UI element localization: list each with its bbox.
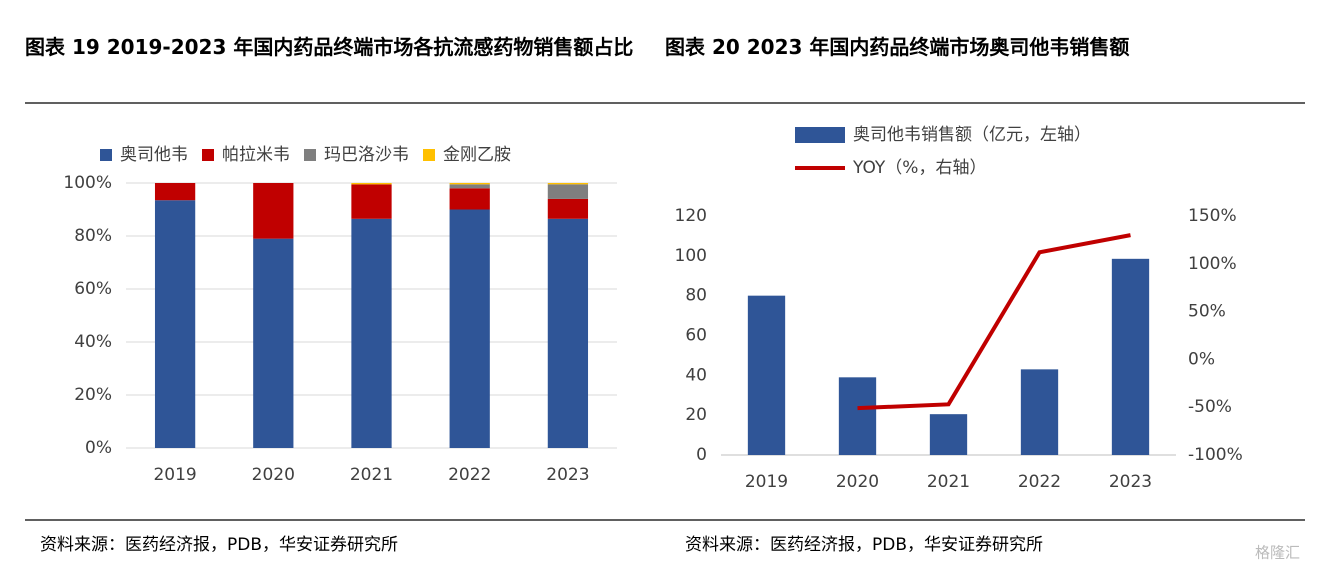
bar bbox=[351, 183, 392, 185]
y-tick-label: 100 bbox=[675, 246, 707, 266]
bar bbox=[154, 200, 196, 448]
bar bbox=[449, 209, 490, 448]
bar bbox=[1111, 258, 1150, 455]
x-tick-label: 2020 bbox=[836, 472, 879, 492]
legend-label: 金刚乙胺 bbox=[443, 145, 511, 165]
legend-swatch bbox=[423, 149, 435, 161]
legend-label: YOY（%，右轴） bbox=[852, 158, 986, 178]
y-tick-label: 60% bbox=[74, 279, 112, 299]
x-tick-label: 2021 bbox=[350, 465, 393, 485]
line-series bbox=[857, 233, 1131, 411]
x-tick-label: 2021 bbox=[927, 472, 970, 492]
bar bbox=[351, 184, 392, 219]
watermark: 格隆汇 bbox=[1255, 544, 1300, 562]
y-tick-label: 100% bbox=[63, 173, 112, 193]
x-tick-label: 2020 bbox=[252, 465, 295, 485]
legend-label: 玛巴洛沙韦 bbox=[324, 145, 409, 165]
y-tick-label: 20% bbox=[74, 385, 112, 405]
legend-label: 帕拉米韦 bbox=[222, 145, 290, 165]
bar bbox=[547, 198, 589, 219]
bar bbox=[449, 184, 490, 189]
y-tick-label: 40% bbox=[74, 332, 112, 352]
legend-swatch bbox=[202, 149, 214, 161]
legend-swatch bbox=[304, 149, 316, 161]
y2-tick-label: 50% bbox=[1188, 302, 1226, 322]
y-tick-label: 120 bbox=[675, 206, 707, 226]
x-tick-label: 2023 bbox=[546, 465, 589, 485]
y2-tick-label: -50% bbox=[1188, 397, 1232, 417]
x-tick-label: 2022 bbox=[1018, 472, 1061, 492]
y-tick-label: 80 bbox=[685, 286, 707, 306]
bar bbox=[449, 183, 490, 185]
bar bbox=[449, 188, 490, 210]
chart-title: 图表 19 2019-2023 年国内药品终端市场各抗流感药物销售额占比 bbox=[25, 35, 634, 59]
source-note: 资料来源：医药经济报，PDB，华安证券研究所 bbox=[685, 535, 1044, 555]
legend-label: 奥司他韦销售额（亿元，左轴） bbox=[853, 125, 1091, 145]
bar bbox=[154, 183, 196, 201]
bar bbox=[547, 218, 589, 448]
bar bbox=[547, 183, 589, 185]
bar bbox=[253, 238, 294, 448]
y-tick-label: 0% bbox=[85, 438, 112, 458]
y2-tick-label: 100% bbox=[1188, 254, 1237, 274]
y-tick-label: 60 bbox=[685, 326, 707, 346]
y2-tick-label: 0% bbox=[1188, 349, 1215, 369]
x-tick-label: 2023 bbox=[1109, 472, 1152, 492]
y-tick-label: 20 bbox=[685, 405, 707, 425]
legend-swatch bbox=[100, 149, 112, 161]
legend-swatch bbox=[795, 127, 845, 143]
chart-title: 图表 20 2023 年国内药品终端市场奥司他韦销售额 bbox=[665, 35, 1130, 59]
legend-label: 奥司他韦 bbox=[120, 145, 188, 165]
bar bbox=[747, 295, 786, 455]
x-tick-label: 2022 bbox=[448, 465, 491, 485]
x-tick-label: 2019 bbox=[153, 465, 196, 485]
bar bbox=[1020, 369, 1059, 455]
bar bbox=[929, 414, 968, 455]
y-tick-label: 80% bbox=[74, 226, 112, 246]
bar bbox=[253, 183, 294, 239]
y2-tick-label: 150% bbox=[1188, 206, 1237, 226]
bar bbox=[838, 377, 877, 455]
bar bbox=[351, 218, 392, 448]
y-tick-label: 40 bbox=[685, 365, 707, 385]
y-tick-label: 0 bbox=[696, 445, 707, 465]
y2-tick-label: -100% bbox=[1188, 445, 1243, 465]
source-note: 资料来源：医药经济报，PDB，华安证券研究所 bbox=[40, 535, 399, 555]
x-tick-label: 2019 bbox=[745, 472, 788, 492]
bar bbox=[547, 184, 589, 199]
